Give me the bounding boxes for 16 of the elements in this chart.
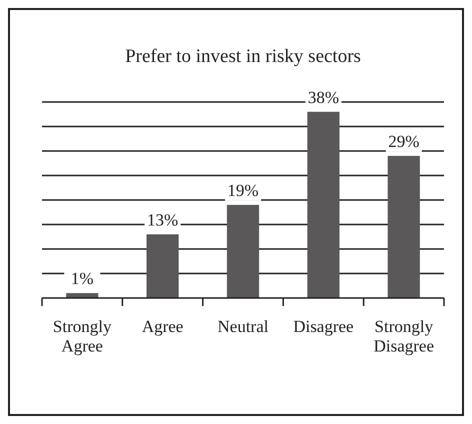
bar	[226, 204, 260, 298]
chart-title: Prefer to invest in risky sectors	[125, 46, 361, 67]
x-tick-label: Strongly Agree	[52, 317, 112, 356]
x-tick-label: Strongly Disagree	[374, 317, 434, 356]
bar	[307, 112, 340, 298]
x-tick-label: Agree	[142, 317, 184, 336]
bar	[146, 234, 179, 298]
data-label: 19%	[227, 180, 259, 200]
data-label: 1%	[70, 269, 94, 288]
data-label: 13%	[147, 210, 178, 230]
data-label: 38%	[308, 88, 339, 107]
x-tick-label: Disagree	[293, 317, 354, 336]
bar	[66, 293, 98, 298]
x-tick-label: Neutral	[218, 317, 269, 336]
bar	[388, 156, 420, 298]
data-label: 29%	[388, 132, 420, 151]
